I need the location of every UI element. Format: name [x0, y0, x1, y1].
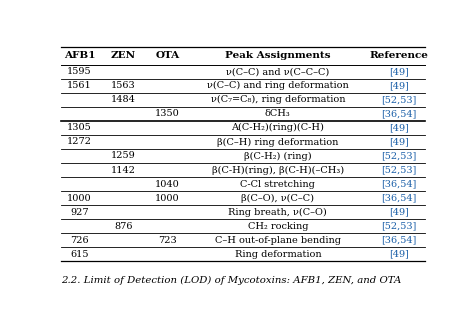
Text: 726: 726 [70, 236, 89, 245]
Text: Ring breath, ν(C–O): Ring breath, ν(C–O) [228, 208, 327, 217]
Text: Ring deformation: Ring deformation [235, 250, 321, 259]
Text: 615: 615 [70, 250, 89, 259]
Text: 1000: 1000 [155, 194, 180, 202]
Text: ν(C₇=C₈), ring deformation: ν(C₇=C₈), ring deformation [210, 95, 345, 104]
Text: AFB1: AFB1 [64, 51, 95, 60]
Text: [52,53]: [52,53] [382, 166, 417, 174]
Text: β(C-H₂) (ring): β(C-H₂) (ring) [244, 151, 311, 160]
Text: CH₂ rocking: CH₂ rocking [247, 222, 308, 231]
Text: 1563: 1563 [111, 81, 136, 90]
Text: [36,54]: [36,54] [382, 180, 417, 188]
Text: [52,53]: [52,53] [382, 152, 417, 160]
Text: [49]: [49] [389, 208, 409, 217]
Text: 2.2. Limit of Detection (LOD) of Mycotoxins: AFB1, ZEN, and OTA: 2.2. Limit of Detection (LOD) of Mycotox… [61, 275, 401, 285]
Text: ν(C–C) and ring deformation: ν(C–C) and ring deformation [207, 81, 349, 90]
Text: A(C-H₂)(ring)(C-H): A(C-H₂)(ring)(C-H) [231, 123, 324, 132]
Text: 1305: 1305 [67, 124, 92, 132]
Text: 1272: 1272 [67, 138, 92, 146]
Text: [49]: [49] [389, 124, 409, 132]
Text: 1561: 1561 [67, 81, 92, 90]
Text: 723: 723 [158, 236, 177, 245]
Text: 1142: 1142 [111, 166, 136, 174]
Text: 1000: 1000 [67, 194, 92, 202]
Text: 876: 876 [114, 222, 133, 231]
Text: 1350: 1350 [155, 109, 180, 118]
Text: β(C–H) ring deformation: β(C–H) ring deformation [217, 137, 338, 146]
Text: ν(C–C) and ν(C–C–C): ν(C–C) and ν(C–C–C) [226, 67, 329, 76]
Text: β(C–O), ν(C–C): β(C–O), ν(C–C) [241, 194, 314, 203]
Text: Peak Assignments: Peak Assignments [225, 51, 330, 60]
Text: C–H out-of-plane bending: C–H out-of-plane bending [215, 236, 341, 245]
Text: OTA: OTA [155, 51, 180, 60]
Text: [49]: [49] [389, 138, 409, 146]
Text: [49]: [49] [389, 250, 409, 259]
Text: Reference: Reference [370, 51, 428, 60]
Text: 1484: 1484 [111, 95, 136, 104]
Text: [36,54]: [36,54] [382, 194, 417, 202]
Text: β(C-H)(ring), β(C-H)(–CH₃): β(C-H)(ring), β(C-H)(–CH₃) [212, 166, 344, 175]
Text: [36,54]: [36,54] [382, 236, 417, 245]
Text: 1595: 1595 [67, 67, 92, 76]
Text: [49]: [49] [389, 67, 409, 76]
Text: C-Cl stretching: C-Cl stretching [240, 180, 315, 188]
Text: [52,53]: [52,53] [382, 95, 417, 104]
Text: δCH₃: δCH₃ [265, 109, 291, 118]
Text: ZEN: ZEN [111, 51, 136, 60]
Text: 927: 927 [70, 208, 89, 217]
Text: 1040: 1040 [155, 180, 180, 188]
Text: [36,54]: [36,54] [382, 109, 417, 118]
Text: 1259: 1259 [111, 152, 136, 160]
Text: [49]: [49] [389, 81, 409, 90]
Text: [52,53]: [52,53] [382, 222, 417, 231]
